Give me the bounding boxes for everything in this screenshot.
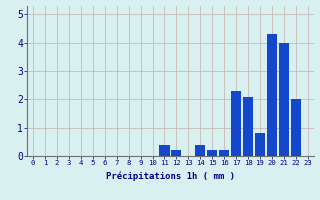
Bar (279, 43, 289, 156)
Bar (171, 150, 181, 156)
Bar (159, 145, 170, 156)
Bar (231, 91, 241, 156)
Bar (219, 150, 229, 156)
Bar (243, 97, 253, 156)
Bar (267, 34, 277, 156)
Bar (207, 150, 217, 156)
Bar (291, 99, 301, 156)
Bar (255, 133, 265, 156)
X-axis label: Précipitations 1h ( mm ): Précipitations 1h ( mm ) (106, 172, 235, 181)
Bar (195, 145, 205, 156)
